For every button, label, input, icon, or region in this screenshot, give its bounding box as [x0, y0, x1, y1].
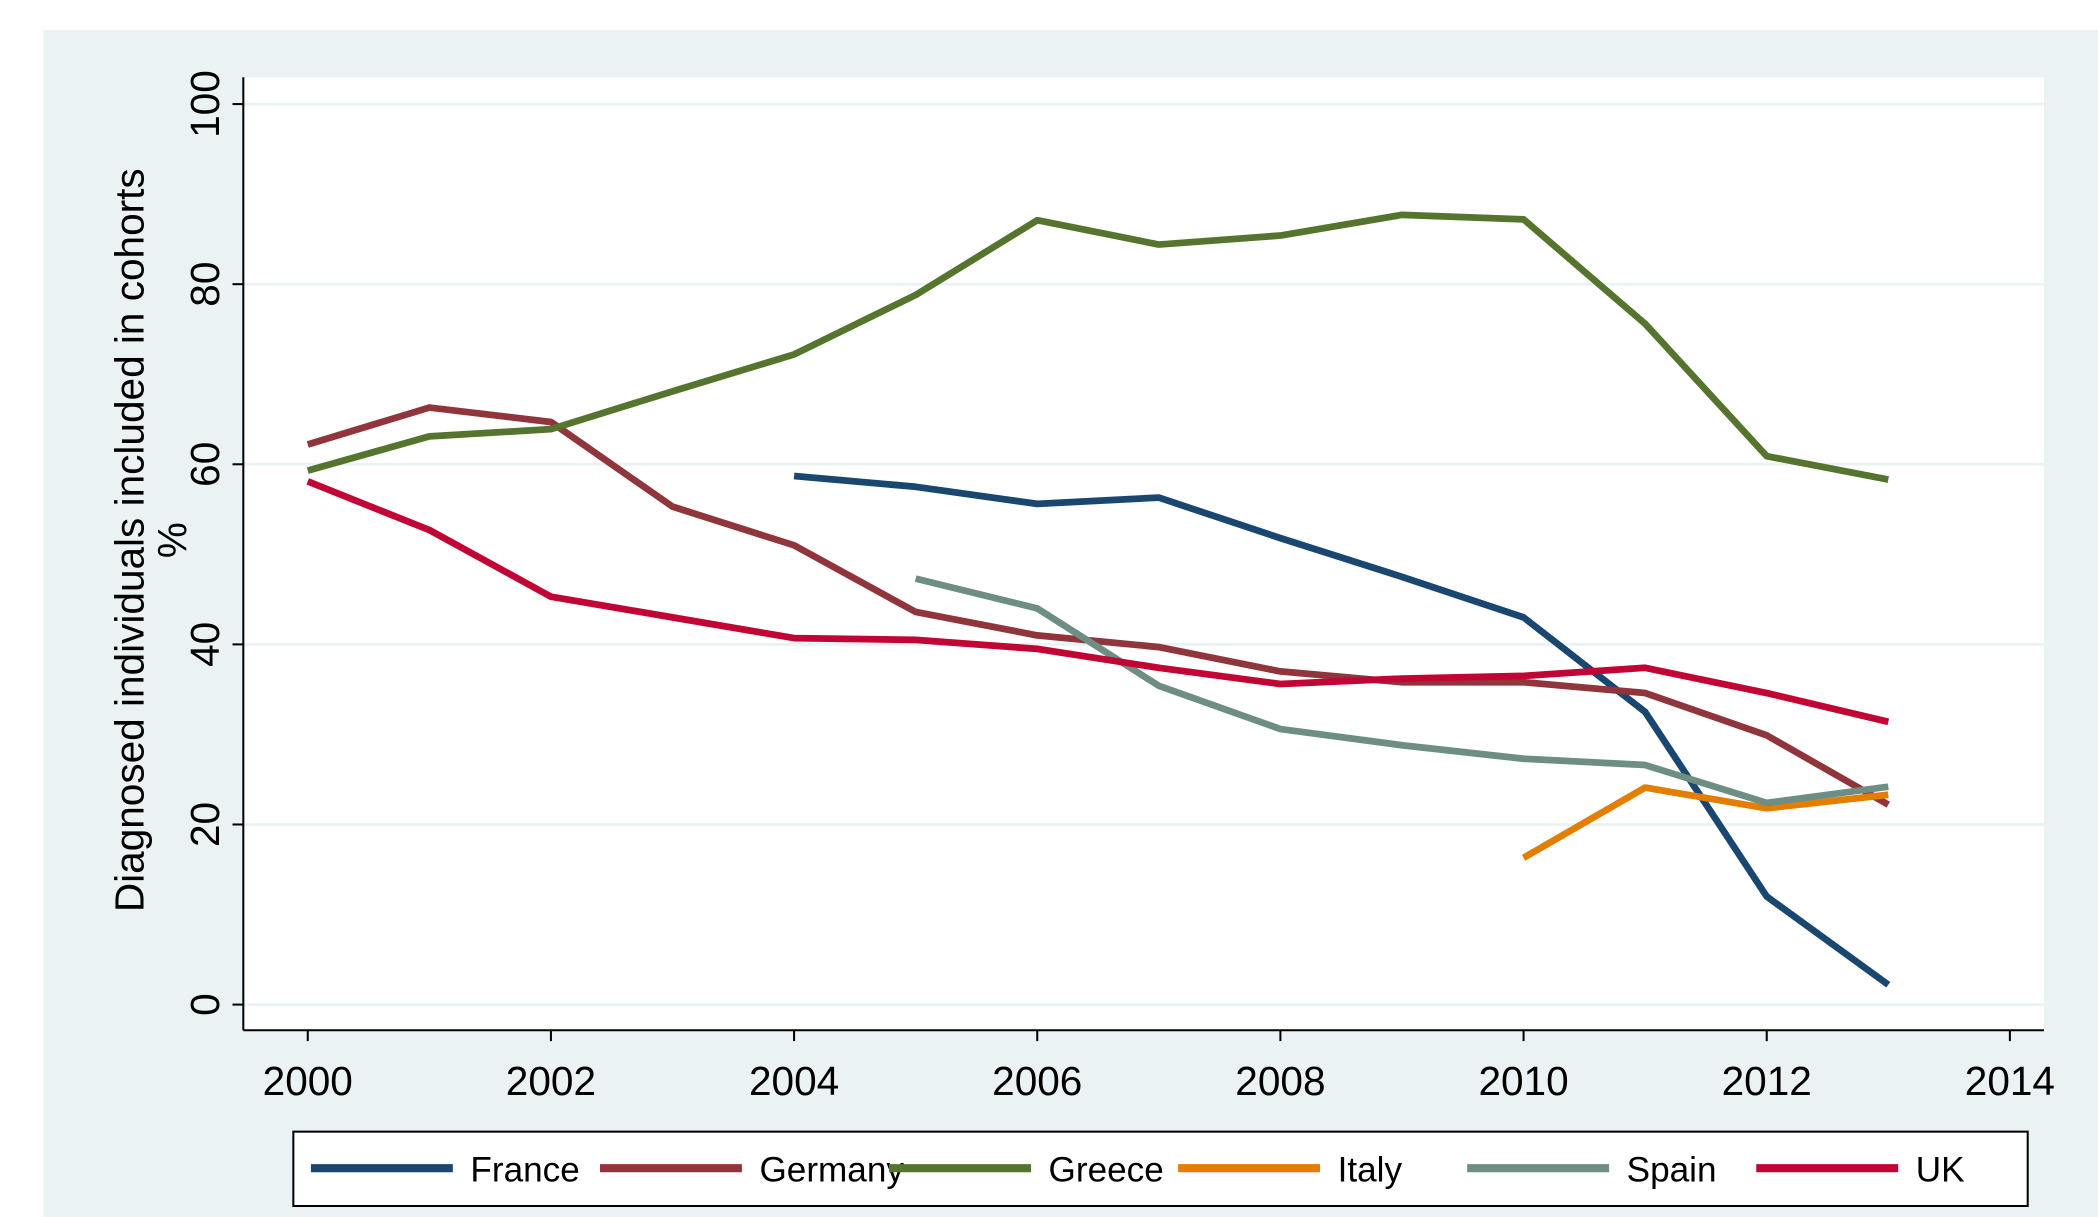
- legend-label: Spain: [1627, 1151, 1717, 1190]
- y-tick-label: 40: [182, 622, 228, 667]
- series-line: [306, 404, 1890, 808]
- x-tick-label: 2006: [992, 1058, 1082, 1104]
- y-tick-label: 80: [182, 262, 228, 307]
- legend-label: France: [470, 1151, 579, 1190]
- x-tick-label: 2008: [1235, 1058, 1325, 1104]
- legend-label: Italy: [1338, 1151, 1403, 1190]
- x-tick-label: 2002: [506, 1058, 596, 1104]
- y-tick-label: 100: [182, 70, 228, 138]
- y-axis-label: %: [150, 522, 196, 558]
- series-line: [914, 575, 1889, 807]
- y-tick-label: 0: [182, 993, 228, 1016]
- legend-label: Greece: [1049, 1151, 1164, 1190]
- y-tick-label: 60: [182, 442, 228, 487]
- x-tick-label: 2000: [263, 1058, 353, 1104]
- legend-label: UK: [1916, 1151, 1965, 1190]
- x-tick-label: 2004: [749, 1058, 839, 1104]
- series-line: [306, 211, 1889, 483]
- series-line: [1521, 784, 1889, 861]
- legend-label: Germany: [759, 1151, 904, 1190]
- y-axis-label: Diagnosed individuals included in cohort…: [106, 168, 152, 912]
- series-line: [793, 472, 1891, 988]
- y-tick-label: 20: [182, 802, 228, 847]
- series-line: [306, 478, 1890, 726]
- plot-area: [243, 77, 2044, 1031]
- x-tick-label: 2014: [1965, 1058, 2055, 1104]
- x-tick-label: 2012: [1722, 1058, 1812, 1104]
- x-tick-label: 2010: [1478, 1058, 1568, 1104]
- legend-box: [292, 1130, 2029, 1208]
